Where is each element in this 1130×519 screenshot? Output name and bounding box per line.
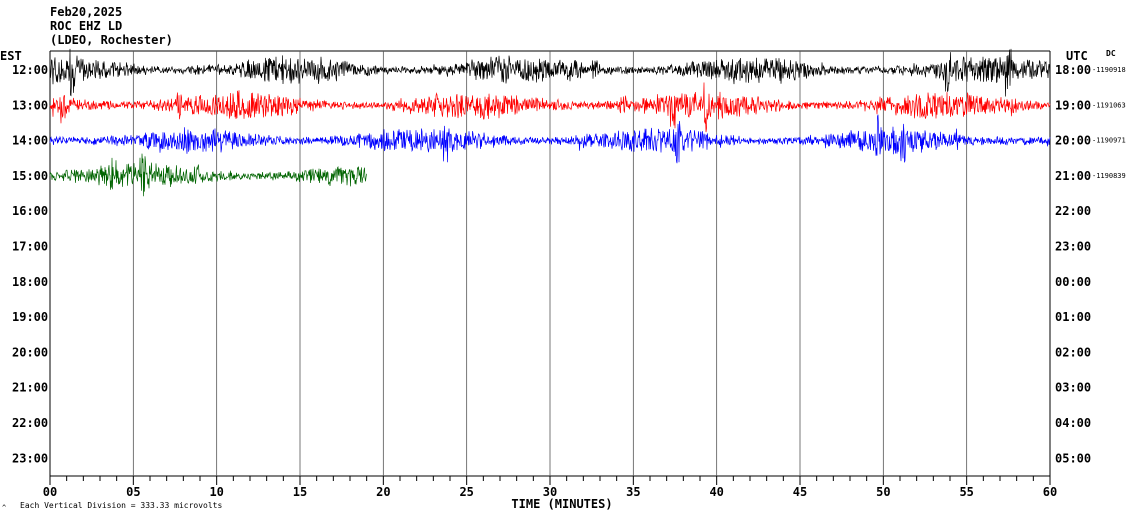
- axis-labels: 00 05 10 15 20 25 30 35 40 45 50 55 60 12:00 13:00 14:0…: [12, 63, 1126, 499]
- right-zone-label: UTC: [1066, 49, 1088, 63]
- x-tick-label: 15: [293, 485, 307, 499]
- scale-note-icon: ^: [2, 504, 6, 512]
- left-time-label: 22:00: [12, 416, 48, 430]
- left-time-label: 18:00: [12, 275, 48, 289]
- header-station: ROC EHZ LD: [50, 19, 123, 33]
- left-time-label: 13:00: [12, 98, 48, 112]
- right-time-label: 04:00: [1055, 416, 1091, 430]
- dc-offset-label: -1190918: [1092, 66, 1126, 74]
- x-tick-label: 30: [543, 485, 557, 499]
- seismic-trace: [49, 153, 367, 197]
- left-time-label: 14:00: [12, 134, 48, 148]
- dc-offset-label: -1191063: [1092, 101, 1126, 109]
- dc-offset-label: -1190839: [1092, 172, 1126, 180]
- x-tick-label: 35: [626, 485, 640, 499]
- x-tick-label: 20: [376, 485, 390, 499]
- x-tick-label: 60: [1043, 485, 1057, 499]
- x-tick-label: 25: [459, 485, 473, 499]
- x-tick-label: 00: [43, 485, 57, 499]
- x-tick-label: 50: [876, 485, 890, 499]
- left-time-label: 20:00: [12, 345, 48, 359]
- right-time-label: 22:00: [1055, 204, 1091, 218]
- x-tick-label: 55: [959, 485, 973, 499]
- left-time-label: 12:00: [12, 63, 48, 77]
- right-time-label: 05:00: [1055, 451, 1091, 465]
- x-tick-label: 05: [126, 485, 140, 499]
- seismic-trace: [49, 48, 1051, 97]
- left-time-label: 15:00: [12, 169, 48, 183]
- header-network: (LDEO, Rochester): [50, 33, 173, 47]
- right-time-label: 02:00: [1055, 345, 1091, 359]
- dc-offset-label: -1190971: [1092, 137, 1126, 145]
- left-time-label: 16:00: [12, 204, 48, 218]
- right-time-label: 23:00: [1055, 240, 1091, 254]
- left-time-label: 21:00: [12, 381, 48, 395]
- right-time-label: 18:00: [1055, 63, 1091, 77]
- x-tick-label: 45: [793, 485, 807, 499]
- scale-note: Each Vertical Division = 333.33 microvol…: [20, 501, 222, 510]
- dc-label: DC: [1106, 49, 1116, 58]
- right-time-label: 03:00: [1055, 381, 1091, 395]
- right-time-label: 01:00: [1055, 310, 1091, 324]
- x-tick-label: 10: [209, 485, 223, 499]
- left-zone-label: EST: [0, 49, 22, 63]
- x-axis-title: TIME (MINUTES): [511, 497, 612, 511]
- grid-lines: [49, 50, 1051, 485]
- right-time-label: 21:00: [1055, 169, 1091, 183]
- seismic-trace: [49, 114, 1051, 164]
- trace-layer: [49, 48, 1051, 197]
- left-time-label: 17:00: [12, 240, 48, 254]
- right-time-label: 19:00: [1055, 98, 1091, 112]
- x-tick-label: 40: [709, 485, 723, 499]
- left-time-label: 23:00: [12, 451, 48, 465]
- left-time-label: 19:00: [12, 310, 48, 324]
- seismic-trace: [49, 82, 1051, 133]
- right-time-label: 00:00: [1055, 275, 1091, 289]
- header-date: Feb20,2025: [50, 5, 123, 19]
- right-time-label: 20:00: [1055, 134, 1091, 148]
